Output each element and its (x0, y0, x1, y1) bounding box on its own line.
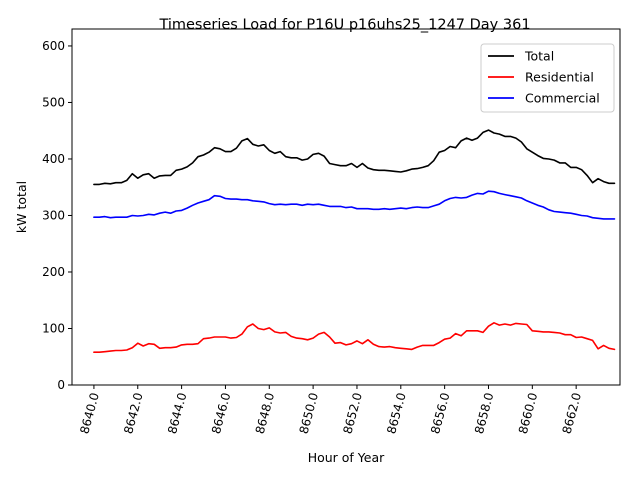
x-tick-label: 8660.0 (516, 391, 540, 435)
legend-label-total: Total (524, 49, 554, 64)
y-tick-label: 300 (42, 208, 65, 222)
plot-lines (93, 129, 616, 354)
x-tick-label: 8650.0 (297, 391, 321, 435)
x-tick-label: 8662.0 (560, 391, 584, 435)
y-tick-label: 600 (42, 39, 65, 53)
legend: Total Residential Commercial (480, 43, 615, 113)
x-tick-label: 8656.0 (428, 391, 452, 435)
x-tick-label: 8652.0 (340, 391, 364, 435)
x-tick-label: 8658.0 (472, 391, 496, 435)
x-tick-label: 8646.0 (209, 391, 233, 435)
series-line-total (93, 129, 616, 186)
legend-label-residential: Residential (525, 70, 594, 85)
y-axis: 0 100 200 300 400 500 600 (42, 39, 72, 392)
y-tick-label: 400 (42, 152, 65, 166)
x-axis: 8640.0 8642.0 8644.0 8646.0 8648.0 8650.0 8652… (77, 385, 584, 435)
x-axis-label: Hour of Year (308, 450, 385, 465)
series-line-residential (93, 321, 616, 354)
y-tick-label: 0 (57, 378, 65, 392)
x-tick-label: 8644.0 (165, 391, 189, 435)
plot-frame (71, 28, 621, 386)
legend-box (480, 43, 615, 113)
y-tick-label: 500 (42, 95, 65, 109)
x-tick-label: 8642.0 (121, 391, 145, 435)
y-axis-label: kW total (14, 181, 29, 233)
legend-label-commercial: Commercial (525, 91, 600, 106)
x-tick-label: 8640.0 (77, 391, 101, 435)
series-line-commercial (93, 190, 616, 220)
y-tick-label: 200 (42, 265, 65, 279)
y-tick-label: 100 (42, 321, 65, 335)
x-tick-label: 8654.0 (384, 391, 408, 435)
chart-title: Timeseries Load for P16U p16uhs25_1247 D… (158, 17, 530, 33)
x-tick-label: 8648.0 (253, 391, 277, 435)
